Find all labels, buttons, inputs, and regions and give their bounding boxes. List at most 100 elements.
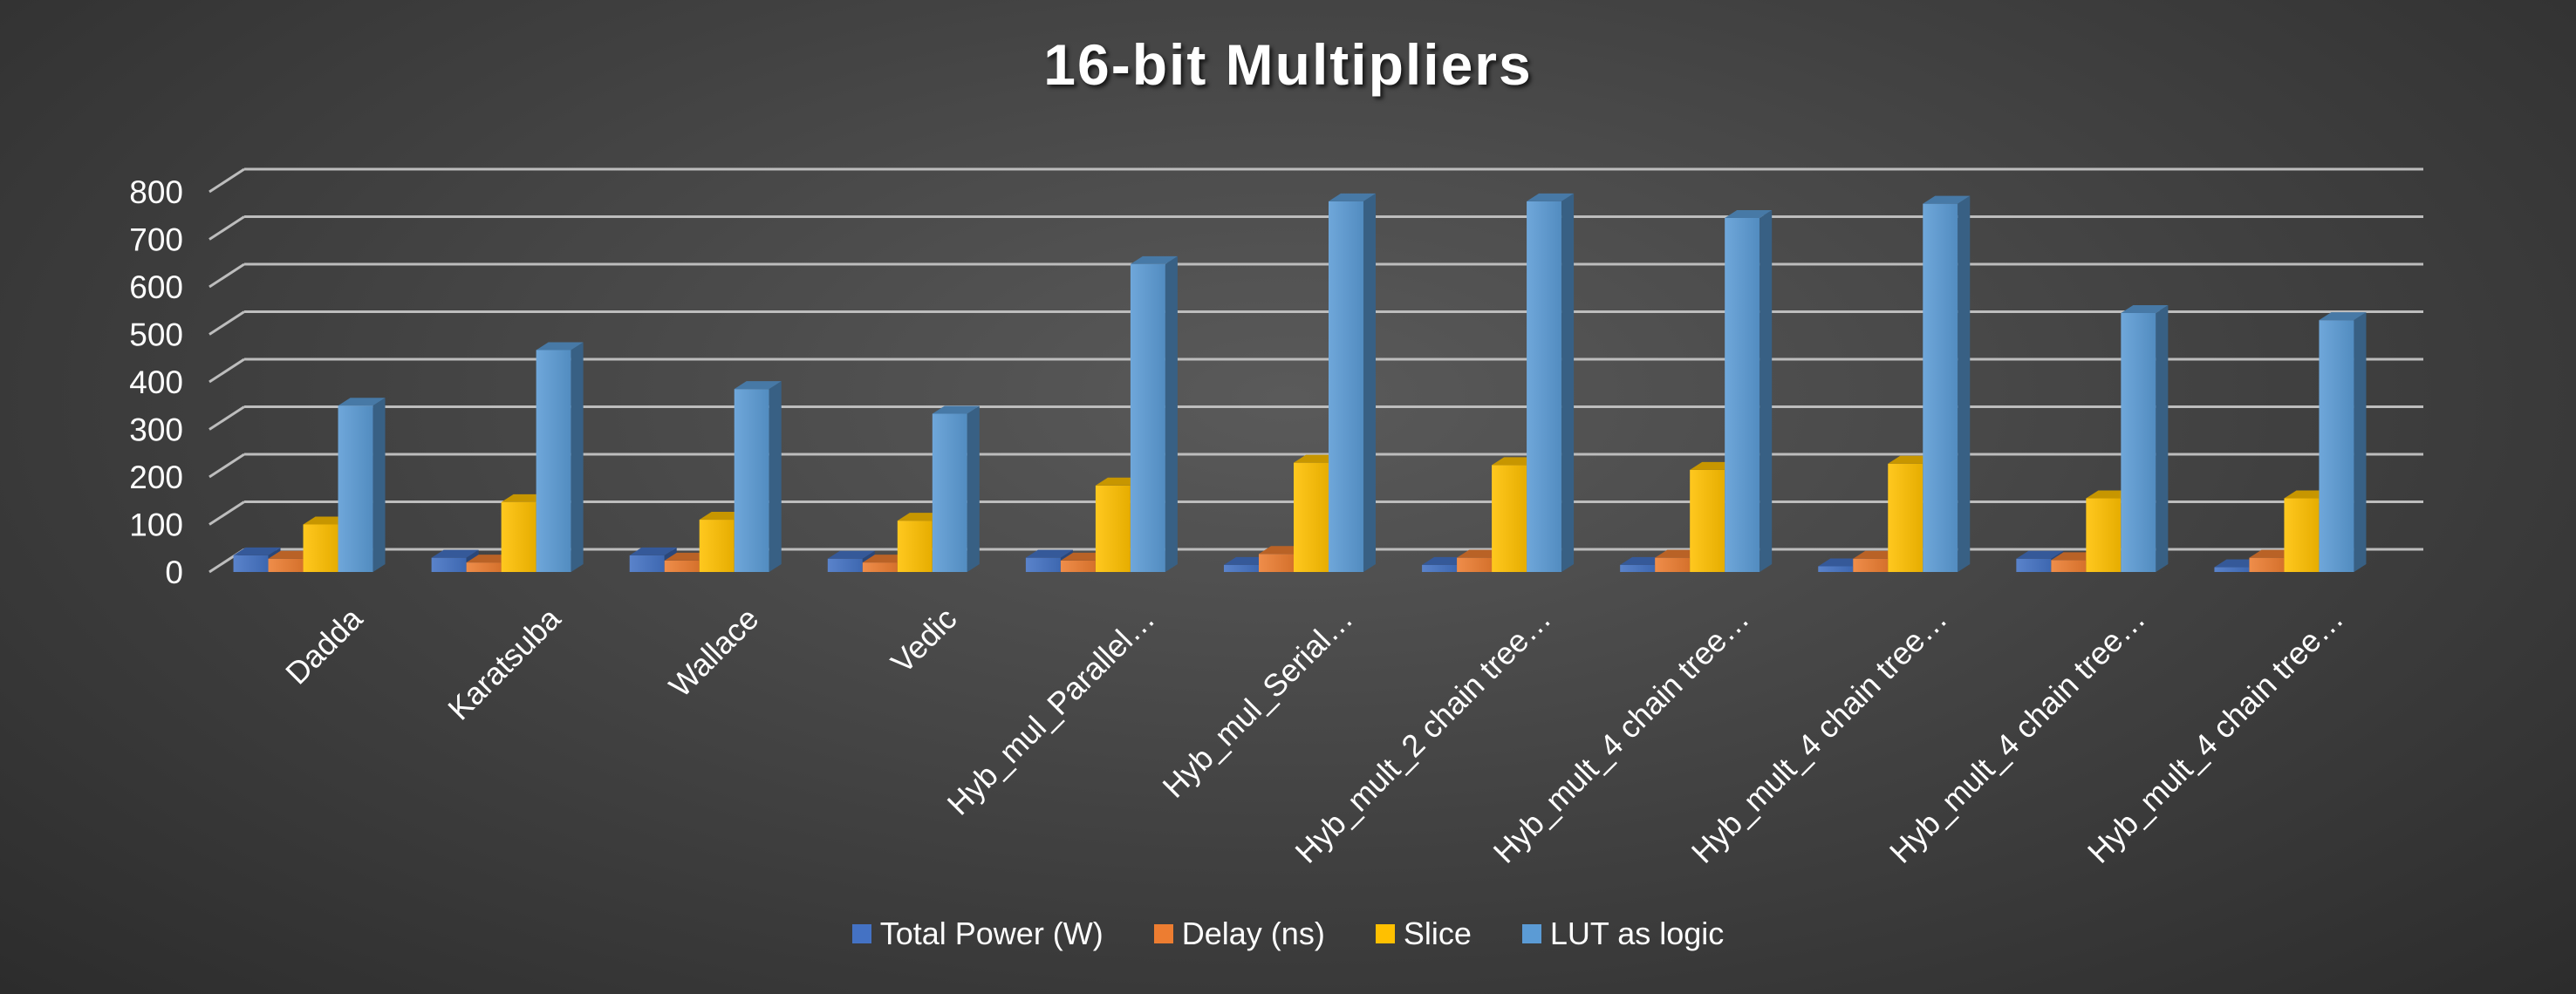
- bar-front: [1620, 564, 1656, 572]
- bar-top: [1329, 193, 1376, 201]
- bar-front: [1527, 201, 1562, 572]
- gridline-slant: [208, 215, 245, 241]
- bar-top: [629, 547, 677, 555]
- legend-item: Total Power (W): [851, 916, 1104, 952]
- bar-front: [1329, 201, 1363, 572]
- bar-top: [2121, 304, 2169, 313]
- y-tick-label: 300: [129, 412, 183, 448]
- bar-front: [1259, 554, 1294, 572]
- y-tick-label: 800: [129, 174, 183, 210]
- bar-front: [536, 350, 571, 572]
- bar-front: [1655, 557, 1691, 572]
- legend-swatch: [1153, 924, 1173, 943]
- chart-title: 16-bit Multipliers: [1043, 32, 1533, 97]
- legend-swatch: [851, 924, 871, 943]
- bar-front: [1422, 564, 1458, 572]
- bar-top: [1923, 195, 1971, 204]
- bar-front: [1923, 203, 1958, 572]
- bar-front: [664, 560, 700, 572]
- legend-swatch: [1521, 924, 1541, 943]
- gridline-slant: [208, 500, 245, 526]
- bar-front: [1025, 557, 1061, 572]
- legend-label: Delay (ns): [1181, 916, 1325, 951]
- y-tick-label: 700: [129, 222, 183, 258]
- bar-top: [431, 549, 479, 558]
- bar-front: [2051, 560, 2087, 572]
- bar-side: [967, 405, 980, 572]
- bar-front: [862, 562, 898, 572]
- bar-front: [629, 555, 665, 572]
- legend-item: Slice: [1375, 916, 1472, 952]
- bar-front: [2214, 567, 2250, 572]
- bar-front: [932, 413, 967, 572]
- bar-top: [932, 405, 980, 414]
- gridline-slant: [208, 357, 245, 384]
- bar-side: [2354, 312, 2367, 572]
- bar-top: [2016, 550, 2064, 559]
- bar-top: [734, 381, 782, 390]
- bar-front: [466, 562, 502, 572]
- bar-side: [1958, 195, 1971, 572]
- bar-front: [827, 558, 863, 572]
- bar-front: [233, 555, 269, 572]
- bar-front: [2121, 312, 2156, 572]
- bar-front: [1457, 557, 1493, 572]
- bar-front: [1095, 485, 1131, 572]
- bar-top: [536, 342, 584, 351]
- bar-side: [1561, 193, 1575, 572]
- x-tick-label: Dadda: [278, 600, 370, 691]
- y-tick-label: 500: [129, 317, 183, 353]
- bar-top: [1025, 549, 1073, 558]
- bar-front: [1224, 564, 1259, 572]
- bar-front: [2086, 498, 2122, 572]
- bar-front: [2319, 320, 2354, 572]
- bar-top: [1725, 209, 1773, 218]
- bar-top: [1130, 255, 1178, 264]
- y-tick-label: 100: [129, 507, 183, 543]
- bar-top: [827, 550, 875, 559]
- gridline-slant: [208, 405, 245, 431]
- bar-front: [734, 389, 769, 572]
- y-tick-label: 600: [129, 269, 183, 305]
- bar-top: [338, 398, 386, 406]
- bar-front: [501, 501, 536, 572]
- bar-front: [1492, 465, 1527, 572]
- y-tick-label: 200: [129, 460, 183, 495]
- bar-front: [897, 521, 933, 572]
- bar-front: [2284, 498, 2320, 572]
- bar-top: [233, 547, 281, 555]
- bar-front: [1888, 463, 1923, 572]
- legend-label: Slice: [1403, 916, 1472, 951]
- bar-side: [1165, 255, 1178, 572]
- bar-front: [1690, 469, 1725, 572]
- legend-label: Total Power (W): [879, 916, 1104, 951]
- x-tick-label: Karatsuba: [441, 600, 568, 727]
- bar-front: [1060, 560, 1096, 572]
- bar-top: [2319, 312, 2367, 321]
- y-tick-label: 400: [129, 364, 183, 400]
- gridline-slant: [208, 310, 245, 336]
- bar-front: [338, 405, 373, 572]
- bar-front: [1853, 558, 1889, 572]
- bar-front: [1130, 263, 1165, 572]
- legend-label: LUT as logic: [1549, 916, 1725, 951]
- y-tick-label: 0: [165, 555, 183, 590]
- bar-front: [2016, 558, 2052, 572]
- bar-front: [1725, 217, 1760, 572]
- chart-legend: Total Power (W) Delay (ns) Slice LUT as log…: [0, 916, 2576, 952]
- bar-front: [2249, 557, 2285, 572]
- bar-side: [372, 398, 386, 572]
- bar-front: [1818, 566, 1854, 572]
- bar-front: [303, 524, 338, 572]
- legend-swatch: [1375, 924, 1395, 943]
- bar-side: [769, 381, 782, 572]
- bar-side: [1759, 209, 1773, 572]
- legend-item: LUT as logic: [1521, 916, 1725, 952]
- legend-item: Delay (ns): [1153, 916, 1325, 952]
- bar-front: [699, 520, 735, 572]
- bar-side: [1363, 193, 1376, 572]
- gridline-slant: [208, 167, 245, 194]
- x-tick-label: Wallace: [662, 601, 766, 705]
